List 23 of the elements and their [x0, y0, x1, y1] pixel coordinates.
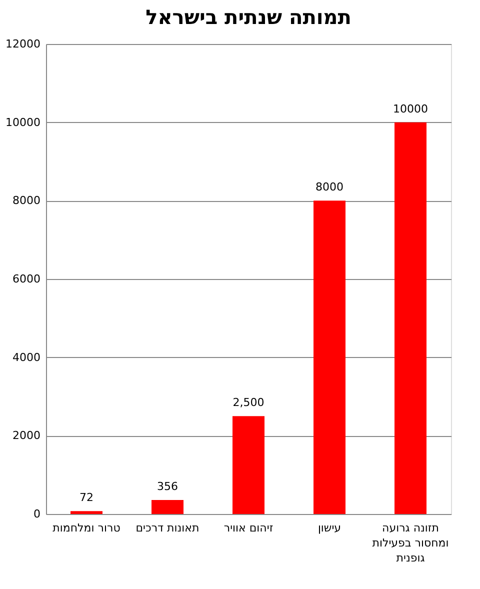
bar — [152, 500, 184, 514]
x-tick-label: עישון — [318, 522, 342, 534]
y-tick-label: 10000 — [6, 116, 40, 129]
data-label: 356 — [157, 480, 178, 494]
data-label: 72 — [80, 491, 94, 504]
y-tick-label: 2000 — [12, 429, 40, 442]
bar — [314, 200, 346, 514]
y-tick-label: 4000 — [12, 350, 40, 364]
x-tick-label: תאונות דרכים — [136, 522, 200, 534]
x-tick-label: תזונה גרועה ומחסור בפעילות גופנית — [372, 522, 449, 564]
bar — [70, 511, 102, 514]
y-tick-label: 12000 — [6, 38, 40, 50]
data-label: 10000 — [393, 102, 428, 116]
y-tick-label: 8000 — [12, 194, 40, 208]
x-tick-label: טרור ומלחמות — [52, 522, 120, 534]
data-label: 2,500 — [232, 396, 264, 410]
data-label: 8000 — [316, 180, 344, 194]
bar — [394, 122, 426, 514]
x-tick-label: זיהום אוויר — [224, 522, 274, 534]
bar — [232, 416, 264, 514]
y-tick-label: 6000 — [12, 272, 40, 286]
y-tick-label: 0 — [34, 508, 40, 520]
chart-title: תמותה שנתית בישראל — [146, 5, 352, 29]
